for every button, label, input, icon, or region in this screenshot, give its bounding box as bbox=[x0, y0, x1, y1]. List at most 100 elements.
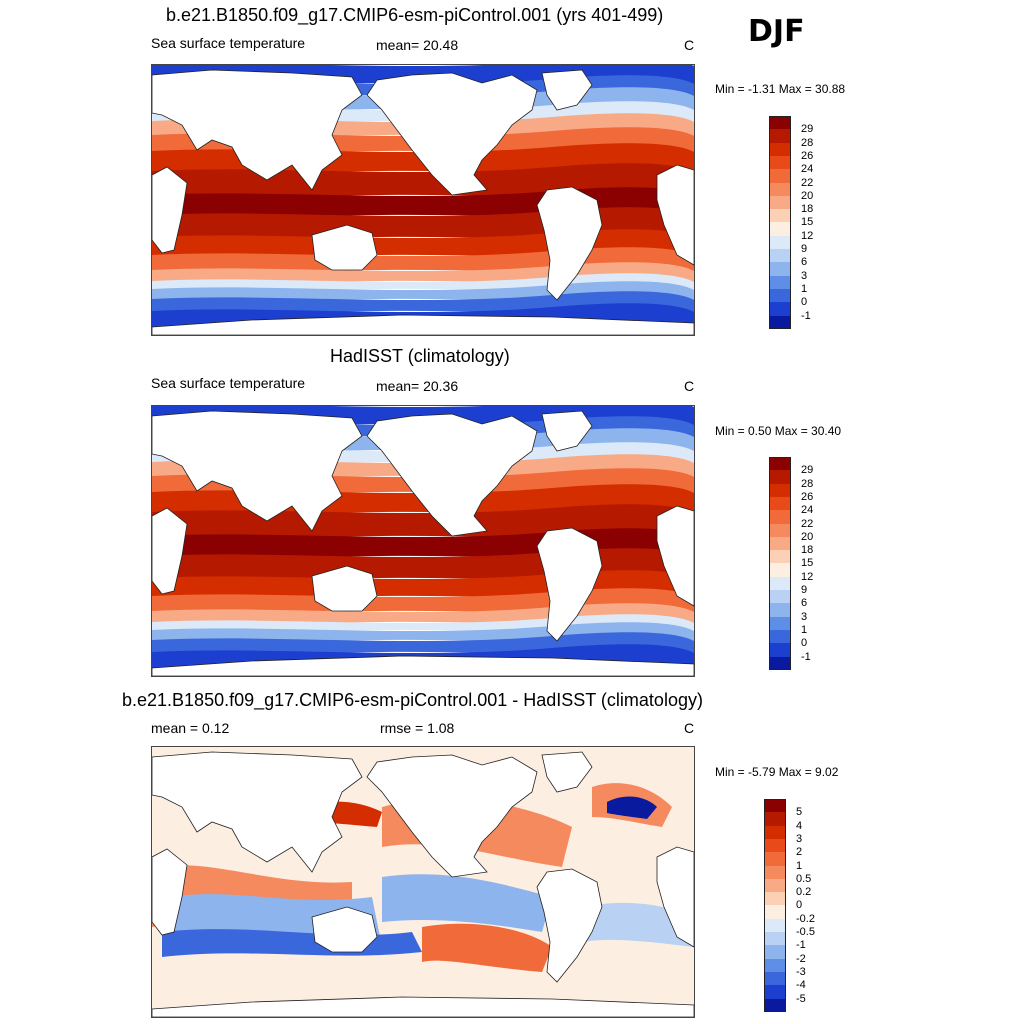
coastline bbox=[311, 224, 378, 271]
colorbar-tick-label: 12 bbox=[801, 570, 814, 583]
coastline bbox=[656, 164, 694, 266]
colorbar-frame bbox=[769, 457, 791, 670]
colorbar-swatch bbox=[764, 865, 786, 880]
colorbar-tick-label: 28 bbox=[801, 136, 814, 149]
coastline bbox=[541, 69, 593, 111]
colorbar-tick-label: 2 bbox=[796, 846, 803, 859]
colorbar-swatch bbox=[764, 878, 786, 893]
colorbar-swatch bbox=[769, 315, 791, 330]
colorbar-swatch bbox=[769, 643, 791, 657]
colorbar-swatch bbox=[769, 563, 791, 578]
colorbar-tick-label: 12 bbox=[801, 229, 814, 242]
coastline bbox=[656, 846, 694, 948]
colorbar-tick-label: 15 bbox=[801, 557, 814, 570]
colorbar-swatch bbox=[769, 249, 791, 263]
panel1-unit-label: C bbox=[684, 37, 695, 53]
colorbar-swatch bbox=[769, 550, 791, 564]
colorbar-frame bbox=[764, 799, 786, 1012]
colorbar-swatch bbox=[764, 852, 786, 866]
panel2-variable-label: Sea surface temperature bbox=[151, 375, 306, 391]
coastline bbox=[656, 505, 694, 607]
colorbar-tick-label: 22 bbox=[801, 517, 814, 530]
colorbar-swatch bbox=[769, 616, 791, 631]
colorbar-swatch bbox=[769, 523, 791, 538]
coastline bbox=[152, 751, 363, 873]
colorbar-tick-label: -0.5 bbox=[796, 926, 815, 938]
coastline bbox=[541, 751, 593, 793]
colorbar-tick-label: 18 bbox=[801, 544, 814, 557]
colorbar-swatch bbox=[769, 209, 791, 223]
colorbar-swatch bbox=[764, 892, 786, 906]
colorbar-swatch bbox=[769, 222, 791, 237]
colorbar-tick-label: 3 bbox=[801, 610, 808, 623]
colorbar-swatch bbox=[764, 918, 786, 933]
colorbar-swatch bbox=[769, 536, 791, 551]
colorbar-swatch bbox=[769, 288, 791, 303]
colorbar-swatch bbox=[764, 905, 786, 920]
coastline bbox=[311, 906, 378, 953]
panel2-title: HadISST (climatology) bbox=[330, 346, 510, 366]
colorbar-tick-label: 28 bbox=[801, 477, 814, 490]
colorbar-swatch bbox=[769, 262, 791, 277]
panel1-map bbox=[151, 64, 695, 336]
colorbar-tick-label: 29 bbox=[801, 464, 814, 477]
colorbar-swatch bbox=[769, 496, 791, 511]
colorbar-tick-label: -1 bbox=[801, 309, 811, 322]
colorbar-tick-label: -4 bbox=[796, 979, 806, 992]
panel1-mean-label: mean= 20.48 bbox=[376, 37, 459, 53]
panel1-title: b.e21.B1850.f09_g17.CMIP6-esm-piControl.… bbox=[166, 5, 664, 25]
coastline bbox=[311, 565, 378, 612]
colorbar-tick-label: 1 bbox=[796, 859, 803, 872]
colorbar-swatch bbox=[764, 812, 786, 827]
colorbar-swatch bbox=[764, 799, 786, 813]
panel3-title: b.e21.B1850.f09_g17.CMIP6-esm-piControl.… bbox=[122, 690, 703, 710]
colorbar-tick-label: -1 bbox=[801, 650, 811, 663]
coastline bbox=[366, 413, 538, 537]
colorbar-tick-label: 9 bbox=[801, 584, 808, 596]
colorbar-swatch bbox=[769, 302, 791, 316]
colorbar-tick-label: 22 bbox=[801, 176, 814, 189]
colorbar-swatch bbox=[769, 629, 791, 644]
colorbar-swatch bbox=[769, 457, 791, 471]
colorbar-swatch bbox=[764, 825, 786, 840]
colorbar-tick-label: 4 bbox=[796, 819, 803, 832]
colorbar-swatch bbox=[769, 169, 791, 183]
coastline bbox=[536, 527, 603, 642]
colorbar-tick-label: 26 bbox=[801, 490, 814, 503]
colorbar-frame bbox=[769, 116, 791, 329]
colorbar-tick-label: 0 bbox=[796, 899, 803, 912]
colorbar-tick-label: 6 bbox=[801, 256, 808, 269]
colorbar-tick-label: 0.2 bbox=[796, 886, 812, 899]
season-label: DJF bbox=[748, 14, 805, 49]
colorbar-tick-label: -2 bbox=[796, 952, 806, 965]
panel1-variable-label: Sea surface temperature bbox=[151, 35, 306, 51]
colorbar-tick-label: 1 bbox=[801, 623, 808, 636]
colorbar-tick-label: 18 bbox=[801, 203, 814, 216]
colorbar-swatch bbox=[764, 958, 786, 973]
colorbar-tick-label: 24 bbox=[801, 163, 814, 176]
colorbar-swatch bbox=[769, 470, 791, 485]
colorbar-tick-label: 0 bbox=[801, 296, 808, 309]
colorbar-swatch bbox=[764, 971, 786, 986]
coastline bbox=[536, 186, 603, 301]
colorbar-tick-label: 0 bbox=[801, 637, 808, 650]
colorbar-swatch bbox=[769, 235, 791, 250]
anomaly-region bbox=[422, 923, 552, 972]
colorbar-tick-label: 0.5 bbox=[796, 872, 812, 885]
anomaly-region bbox=[607, 796, 657, 819]
colorbar-swatch bbox=[769, 576, 791, 591]
coastline bbox=[152, 507, 188, 595]
colorbar-swatch bbox=[769, 275, 791, 290]
panel3-mean-label: mean = 0.12 bbox=[151, 720, 230, 736]
anomaly-region bbox=[382, 874, 552, 932]
panel3-rmse-label: rmse = 1.08 bbox=[380, 720, 455, 736]
panel2-mean-label: mean= 20.36 bbox=[376, 378, 459, 394]
colorbar-swatch bbox=[769, 182, 791, 197]
colorbar-tick-label: -1 bbox=[796, 939, 806, 952]
colorbar-swatch bbox=[764, 945, 786, 960]
colorbar-tick-label: 3 bbox=[801, 269, 808, 282]
coastline bbox=[536, 868, 603, 983]
colorbar-tick-label: 6 bbox=[801, 597, 808, 610]
colorbar-tick-label: -0.2 bbox=[796, 912, 815, 925]
colorbar-swatch bbox=[764, 838, 786, 853]
